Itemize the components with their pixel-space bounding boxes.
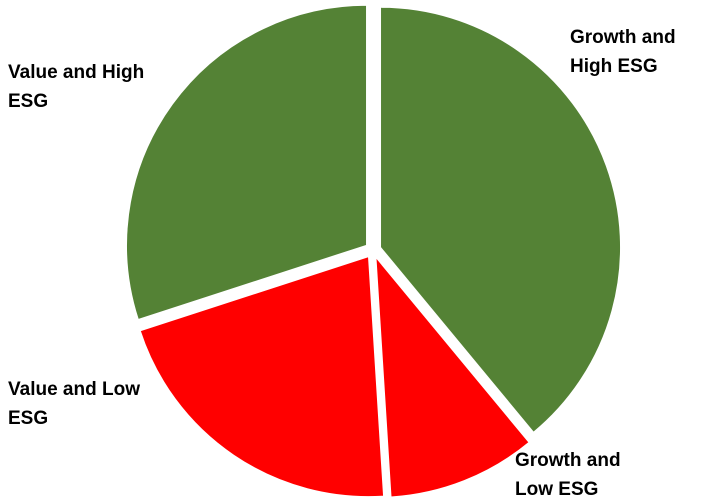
slice-label-growth-and-low-esg: Growth and Low ESG [515, 446, 621, 502]
pie-slice-value-and-low-esg [139, 255, 385, 498]
slice-label-growth-and-high-esg: Growth and High ESG [570, 23, 676, 81]
slice-label-line: Value and High [8, 62, 145, 83]
pie-slice-value-and-high-esg [126, 4, 368, 321]
slice-label-line: ESG [8, 91, 49, 112]
slice-label-line: Growth and [515, 450, 621, 471]
slice-label-value-and-low-esg: Value and Low ESG [8, 375, 140, 433]
slice-label-line: Value and Low [8, 379, 140, 400]
slice-label-value-and-high-esg: Value and High ESG [8, 58, 144, 116]
slice-label-line: Low ESG [515, 479, 599, 500]
slice-label-line: ESG [8, 408, 49, 429]
slice-label-line: High ESG [570, 56, 658, 77]
slice-label-line: Growth and [570, 27, 676, 48]
pie-slice-growth-and-high-esg [380, 6, 621, 433]
pie-slice-growth-and-low-esg [375, 255, 530, 498]
